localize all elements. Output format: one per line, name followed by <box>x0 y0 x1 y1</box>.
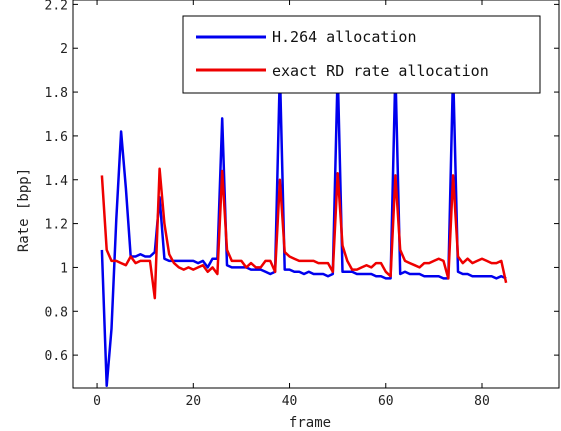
tick-group: 0 20 40 60 80 0.6 0.8 1 1.2 1.4 1.6 1.8 2 2.2 <box>45 0 559 409</box>
y-tick-label: 1.2 <box>45 218 68 233</box>
legend-label-h264: H.264 allocation <box>272 28 417 46</box>
x-tick-label: 40 <box>282 394 298 409</box>
x-tick-label: 80 <box>474 394 490 409</box>
legend-box <box>182 15 541 94</box>
y-tick-label: 0.6 <box>45 349 68 364</box>
series-line-exact-rd <box>100 167 508 300</box>
legend-label-exact-rd: exact RD rate allocation <box>272 62 489 80</box>
legend: H.264 allocation exact RD rate allocatio… <box>182 15 541 94</box>
y-tick-label: 1 <box>60 261 68 276</box>
y-tick-label: 0.8 <box>45 305 68 320</box>
series-line-h264 <box>100 68 507 388</box>
series-group <box>100 68 508 388</box>
y-tick-label: 2.2 <box>45 0 68 13</box>
x-tick-label: 60 <box>378 394 394 409</box>
y-tick-label: 1.6 <box>45 130 68 145</box>
y-tick-label: 1.8 <box>45 86 68 101</box>
x-tick-label: 20 <box>185 394 201 409</box>
y-axis-label: Rate [bpp] <box>16 168 32 252</box>
y-tick-label: 1.4 <box>45 174 69 189</box>
x-axis-label: frame <box>289 415 331 431</box>
y-tick-label: 2 <box>60 42 68 57</box>
x-tick-label: 0 <box>93 394 101 409</box>
